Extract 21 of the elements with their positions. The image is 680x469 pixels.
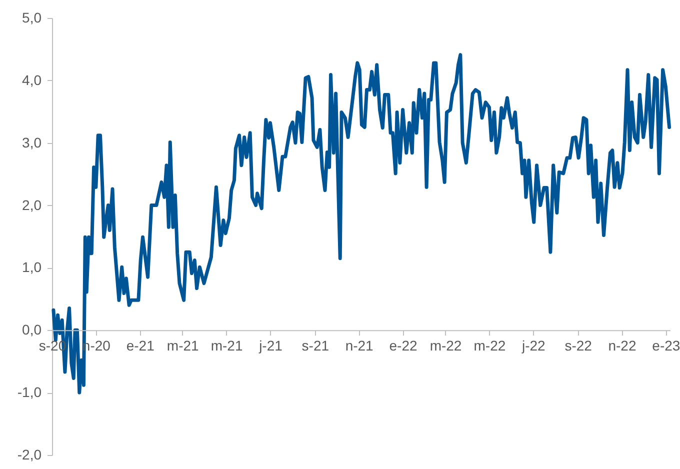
x-tick-label: s-22	[564, 338, 592, 354]
y-tick-label: 3,0	[22, 134, 42, 150]
x-tick-label: s-21	[302, 338, 330, 354]
x-tick-label: j-22	[520, 338, 546, 354]
y-tick-label: 0,0	[22, 322, 42, 338]
x-tick-label: n-22	[608, 338, 636, 354]
x-tick-label: m-21	[166, 338, 200, 354]
y-tick-label: -2,0	[17, 446, 42, 462]
y-tick-label: -1,0	[17, 384, 42, 400]
x-tick-label: n-21	[345, 338, 374, 354]
x-tick-label: m-22	[474, 338, 506, 354]
x-tick-label: m-21	[210, 338, 243, 354]
x-tick-label: j-21	[258, 338, 283, 354]
x-tick-label: e-23	[652, 338, 680, 354]
y-tick-label: 5,0	[22, 10, 42, 26]
x-tick-label: e-22	[389, 338, 418, 354]
y-tick-label: 4,0	[22, 72, 42, 88]
x-tick-label: m-22	[430, 338, 462, 354]
y-tick-label: 1,0	[22, 259, 42, 276]
y-tick-label: 2,0	[22, 196, 42, 213]
x-tick-label: e-21	[126, 338, 155, 354]
